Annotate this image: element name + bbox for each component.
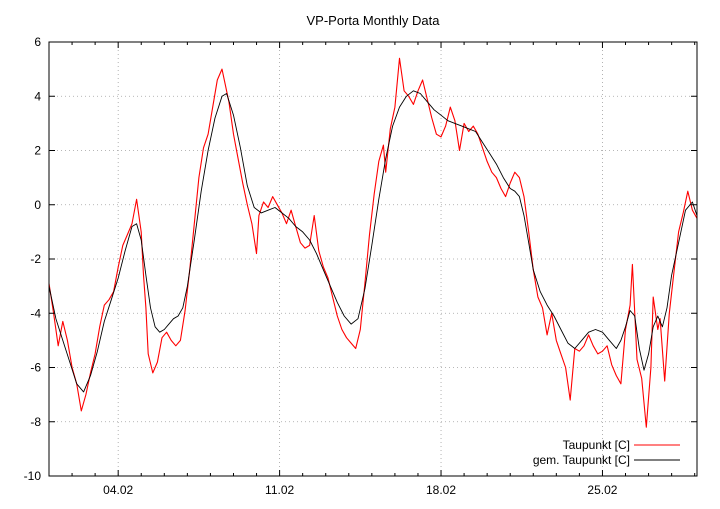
y-tick-label: 6 bbox=[34, 35, 41, 49]
y-tick-label: -4 bbox=[30, 306, 41, 320]
legend-label-1: Taupunkt [C] bbox=[563, 438, 630, 452]
series-layer bbox=[48, 57, 698, 428]
x-tick-label: 18.02 bbox=[426, 483, 456, 497]
grid-layer bbox=[49, 42, 697, 476]
y-tick-label: 4 bbox=[34, 89, 41, 103]
y-tick-label: -2 bbox=[30, 252, 41, 266]
chart-title: VP-Porta Monthly Data bbox=[307, 13, 441, 28]
y-tick-label: 2 bbox=[34, 144, 41, 158]
axis-layer: -10 -8 -6 -4 -2 0 2 4 6 04.02 11.02 18.02 25.02 bbox=[24, 35, 698, 497]
y-tick-label: -8 bbox=[30, 415, 41, 429]
x-tick-label: 04.02 bbox=[103, 483, 133, 497]
y-tick-label: -6 bbox=[30, 361, 41, 375]
y-tick-label: -10 bbox=[24, 469, 42, 483]
legend-label-2: gem. Taupunkt [C] bbox=[533, 453, 630, 467]
x-tick-label: 11.02 bbox=[265, 483, 294, 497]
y-tick-label: 0 bbox=[34, 198, 41, 212]
series-line-1 bbox=[48, 57, 698, 428]
series-line-2 bbox=[48, 90, 698, 393]
x-tick-label: 25.02 bbox=[587, 483, 617, 497]
legend-layer: Taupunkt [C]gem. Taupunkt [C] bbox=[533, 438, 680, 467]
